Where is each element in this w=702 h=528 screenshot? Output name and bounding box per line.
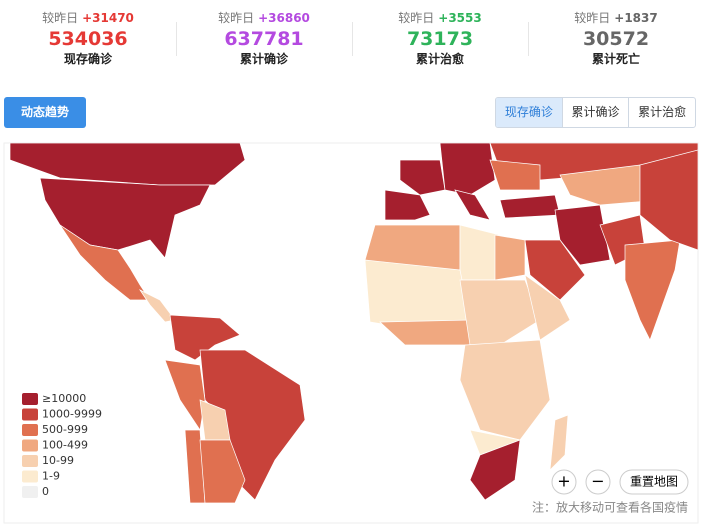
legend-swatch [22, 424, 38, 436]
stat-label: 较昨日 [42, 11, 79, 25]
stat-value: 534036 [48, 28, 128, 50]
legend-swatch [22, 439, 38, 452]
legend-swatch [22, 408, 38, 421]
legend: ≥10000 1000-9999 500-999 100-499 10-99 1-9 0 [22, 392, 102, 498]
legend-swatch [22, 455, 38, 467]
legend-swatch [22, 486, 38, 498]
legend-swatch [22, 470, 38, 483]
legend-swatch [22, 393, 38, 405]
separator [528, 22, 529, 56]
zoom-out-label[interactable]: − [591, 472, 604, 491]
stat-row: 较昨日 +31470 [0, 8, 176, 28]
legend-label: 1000-9999 [42, 408, 102, 421]
reset-label[interactable]: 重置地图 [630, 475, 678, 489]
legend-label: ≥10000 [42, 392, 86, 405]
stat-row: 较昨日 +3553 [352, 8, 528, 28]
separator [176, 22, 177, 56]
tab[interactable]: 累计治愈 [628, 98, 695, 127]
stat-row: 较昨日 +36860 [176, 8, 352, 28]
legend-label: 10-99 [42, 454, 74, 467]
tab[interactable]: 累计确诊 [561, 98, 629, 127]
tabs: 现存确诊 累计确诊 累计治愈 [495, 97, 696, 128]
stat-value: 73173 [406, 28, 474, 50]
stat-delta: +36860 [258, 11, 310, 25]
reset-button[interactable] [619, 469, 689, 495]
stat-value: 30572 [582, 28, 650, 50]
stat: 较昨日 +36860 637781 累计确诊 [176, 8, 352, 68]
stat-row: 较昨日 +1837 [528, 8, 702, 28]
stat-delta: +3553 [438, 11, 482, 25]
legend-label: 0 [42, 485, 49, 498]
note: 注：放大移动可查看各国疫情 [532, 500, 688, 515]
stat-delta: +1837 [614, 11, 658, 25]
stat: 较昨日 +3553 73173 累计治愈 [352, 8, 528, 68]
stat-label: 较昨日 [218, 11, 255, 25]
stat-label: 较昨日 [574, 11, 611, 25]
zoom-in-button[interactable] [551, 469, 577, 495]
zoom-in-label[interactable]: + [557, 472, 570, 491]
legend-label: 500-999 [42, 423, 88, 436]
legend-label: 1-9 [42, 470, 60, 483]
stat-caption: 现存确诊 [63, 52, 112, 66]
tab[interactable]: 现存确诊 [496, 98, 562, 127]
stat: 较昨日 +1837 30572 累计死亡 [528, 8, 702, 68]
stat-caption: 累计死亡 [591, 52, 640, 66]
stat-caption: 累计治愈 [415, 52, 464, 66]
countries [9, 143, 698, 503]
stat-label: 较昨日 [398, 11, 435, 25]
stat-caption: 累计确诊 [239, 52, 288, 66]
trend-button[interactable]: 动态趋势 [4, 97, 86, 128]
separator [352, 22, 353, 56]
zoom-out-button[interactable] [585, 469, 611, 495]
stat: 较昨日 +31470 534036 现存确诊 [0, 8, 176, 68]
legend-label: 100-499 [42, 439, 88, 452]
stat-value: 637781 [224, 28, 304, 50]
stat-delta: +31470 [82, 11, 134, 25]
